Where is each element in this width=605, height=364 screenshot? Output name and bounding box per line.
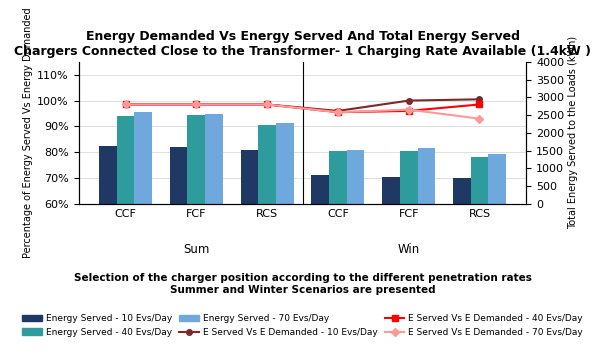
Bar bbox=[241, 150, 258, 204]
Title: Energy Demanded Vs Energy Served And Total Energy Served
Chargers Connected Clos: Energy Demanded Vs Energy Served And Tot… bbox=[14, 30, 591, 58]
Bar bbox=[488, 154, 506, 204]
Bar bbox=[312, 175, 329, 204]
Legend: Energy Served - 10 Evs/Day, Energy Served - 40 Evs/Day, Energy Served - 70 Evs/D: Energy Served - 10 Evs/Day, Energy Serve… bbox=[19, 310, 586, 340]
Bar bbox=[329, 151, 347, 204]
Bar bbox=[453, 178, 471, 204]
Bar bbox=[400, 151, 417, 204]
Bar bbox=[417, 149, 435, 204]
Bar bbox=[170, 147, 188, 204]
Bar bbox=[117, 116, 134, 204]
Text: Sum: Sum bbox=[183, 243, 209, 256]
Bar bbox=[382, 177, 400, 204]
Bar bbox=[276, 123, 293, 204]
Bar bbox=[347, 150, 364, 204]
Y-axis label: Total Energy Served to the Loads (kWh): Total Energy Served to the Loads (kWh) bbox=[568, 36, 578, 229]
Bar bbox=[471, 157, 488, 204]
Text: Win: Win bbox=[397, 243, 420, 256]
Bar bbox=[205, 114, 223, 204]
Y-axis label: Percentage of Energy Served Vs Energy Demanded: Percentage of Energy Served Vs Energy De… bbox=[23, 8, 33, 258]
Bar bbox=[134, 112, 152, 204]
Bar bbox=[188, 115, 205, 204]
Bar bbox=[99, 146, 117, 204]
Text: Selection of the charger position according to the different penetration rates
S: Selection of the charger position accord… bbox=[74, 273, 531, 295]
Bar bbox=[258, 125, 276, 204]
